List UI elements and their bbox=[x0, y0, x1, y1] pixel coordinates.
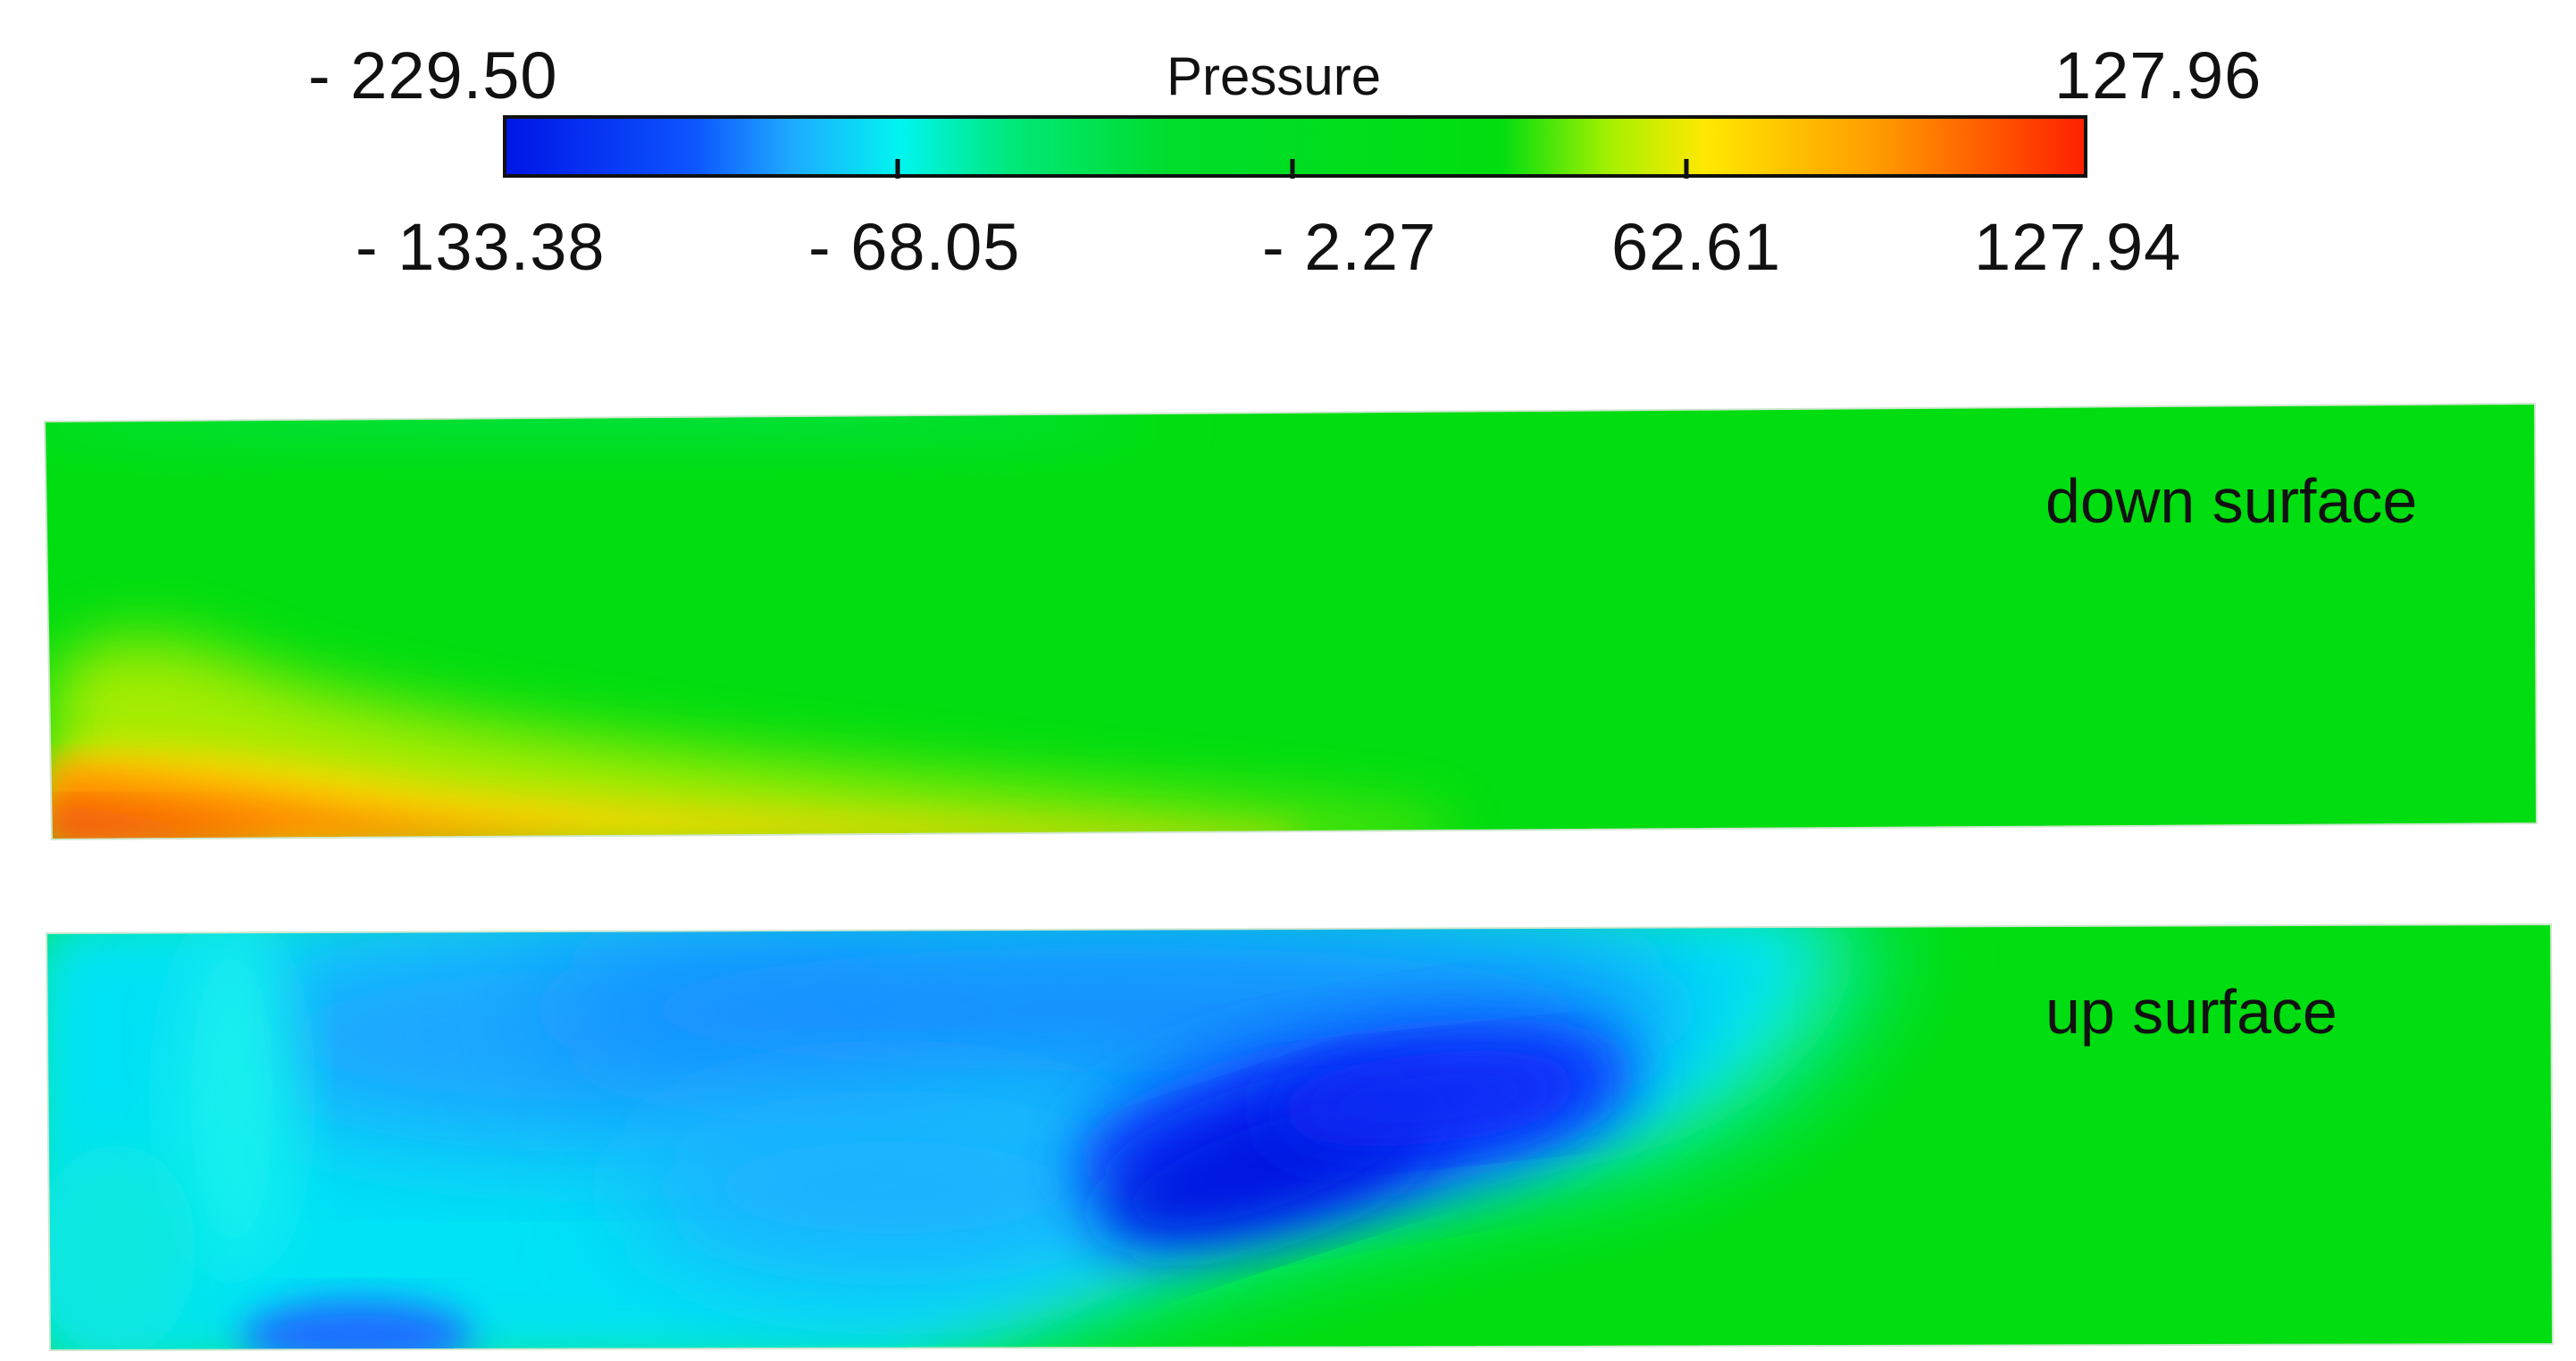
colorbar-tick-label: - 133.38 bbox=[355, 210, 606, 284]
panel-label-up-surface: up surface bbox=[2045, 977, 2338, 1047]
colorbar-tick-label: 62.61 bbox=[1611, 210, 1782, 284]
up-surface-panel bbox=[46, 924, 2553, 1350]
panel-label-down-surface: down surface bbox=[2045, 466, 2418, 536]
down-surface-panel bbox=[45, 404, 2537, 839]
colorbar-tick-label: - 2.27 bbox=[1262, 210, 1437, 284]
colorbar-tick-label: 127.94 bbox=[1974, 210, 2182, 284]
down-surface-outline bbox=[43, 402, 2538, 841]
up-surface-outline bbox=[45, 923, 2555, 1352]
colorbar-gradient bbox=[503, 115, 2087, 178]
colorbar-tick-label: - 68.05 bbox=[808, 210, 1021, 284]
colorbar-min-label: - 229.50 bbox=[308, 38, 558, 113]
colorbar-title: Pressure bbox=[1167, 46, 1382, 106]
colorbar bbox=[503, 115, 2087, 179]
colorbar-max-label: 127.96 bbox=[2054, 38, 2262, 113]
